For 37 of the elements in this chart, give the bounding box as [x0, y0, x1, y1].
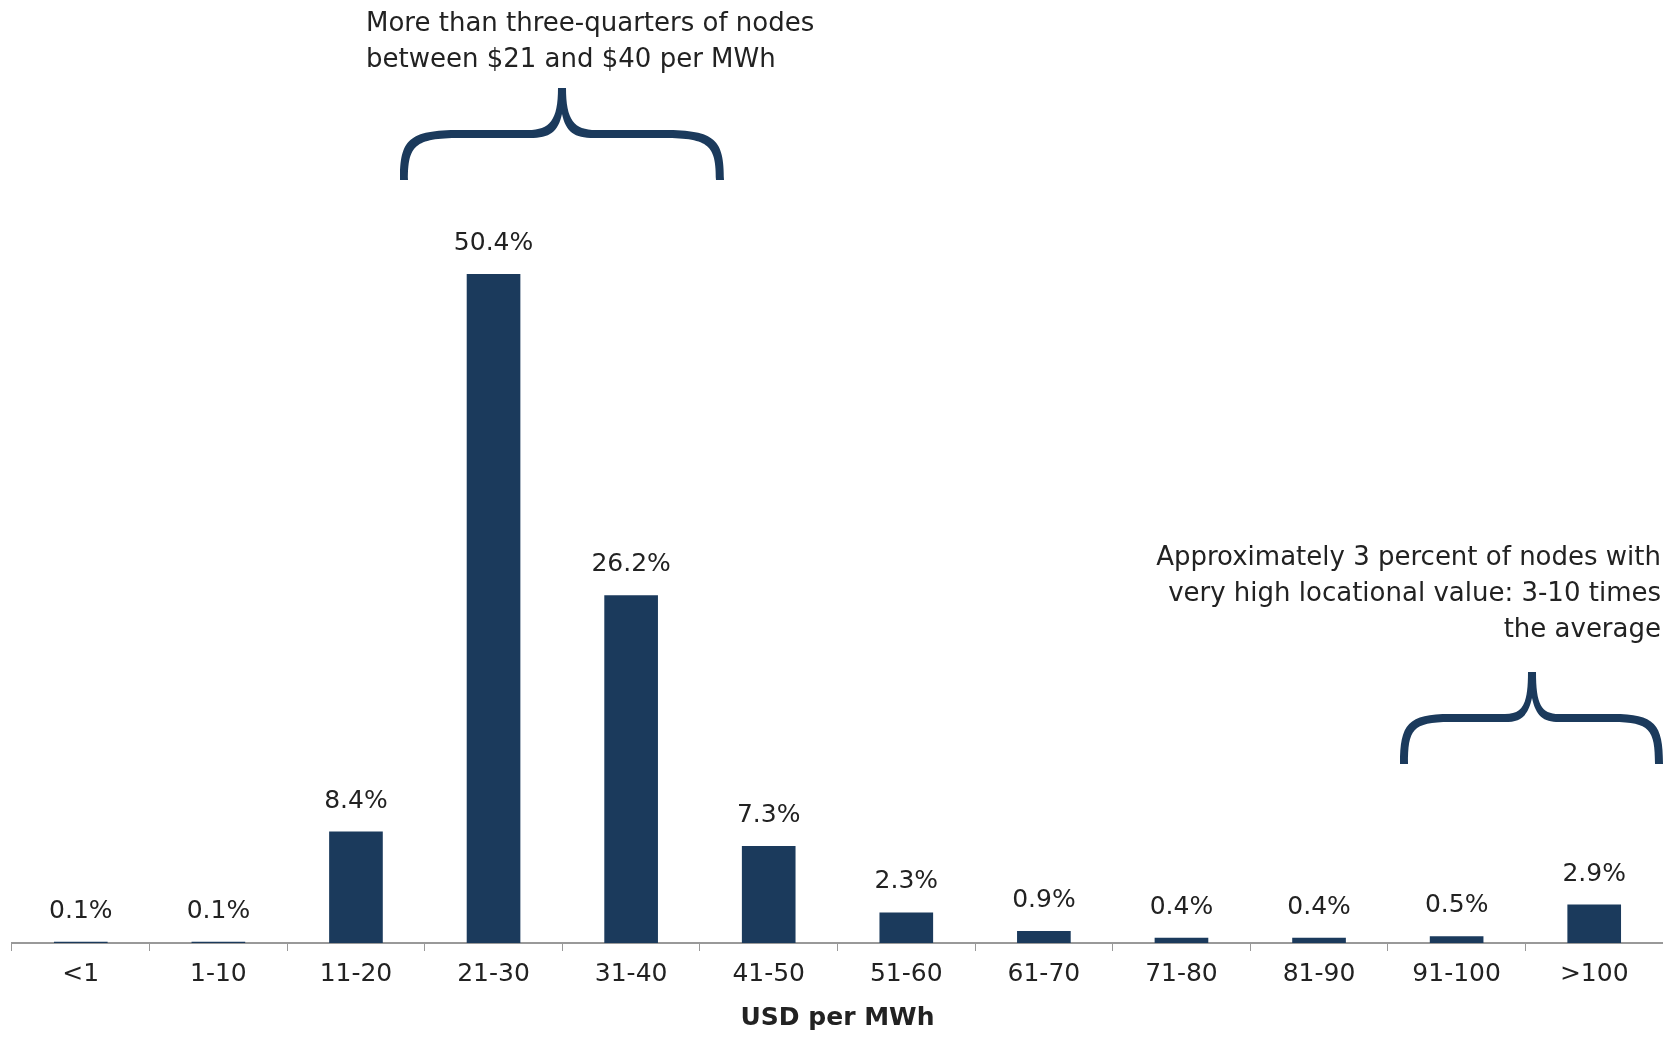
x-tick-label: 71-80 — [1145, 957, 1218, 987]
data-label: 0.9% — [1012, 884, 1076, 914]
bar — [329, 831, 383, 943]
data-label: 2.9% — [1562, 857, 1626, 887]
data-label: 50.4% — [453, 227, 534, 256]
data-label: 8.4% — [324, 784, 388, 814]
x-tick-label: 41-50 — [732, 957, 806, 987]
x-tick-label: 91-100 — [1412, 957, 1501, 987]
x-tick-label: <1 — [62, 957, 100, 987]
x-tick-label: >100 — [1559, 957, 1629, 987]
x-tick-label: 81-90 — [1282, 957, 1356, 987]
x-tick-label: 31-40 — [594, 957, 668, 987]
data-label: 0.4% — [1149, 890, 1214, 920]
x-tick-label: 11-20 — [319, 957, 393, 987]
x-tick-label: 51-60 — [869, 957, 943, 987]
bar — [879, 912, 934, 943]
x-tick-label: 61-70 — [1007, 957, 1081, 987]
bar — [741, 846, 796, 943]
data-label: 7.3% — [736, 799, 801, 829]
bar — [604, 595, 658, 943]
bar — [466, 274, 521, 943]
data-label: 2.3% — [874, 865, 939, 895]
bar — [1292, 937, 1346, 943]
data-label: 26.2% — [591, 548, 671, 578]
x-tick-label: 1-10 — [190, 957, 247, 987]
x-axis-title: USD per MWh — [740, 1001, 935, 1031]
data-label: 0.1% — [49, 894, 113, 924]
data-label: 0.4% — [1287, 890, 1351, 920]
bar — [1429, 936, 1484, 943]
data-label: 0.5% — [1424, 889, 1489, 919]
x-tick-label: 21-30 — [457, 957, 530, 987]
bar — [1154, 937, 1209, 943]
annotation: Approximately 3 percent of nodes with very high locational value: 3-10 times the average — [1155, 540, 1661, 645]
text: More than three-quarters of nodes between $21 and $40 per MWh — [366, 6, 816, 75]
bar — [1567, 904, 1622, 943]
bar — [1017, 931, 1071, 943]
data-label: 0.1% — [186, 894, 251, 924]
